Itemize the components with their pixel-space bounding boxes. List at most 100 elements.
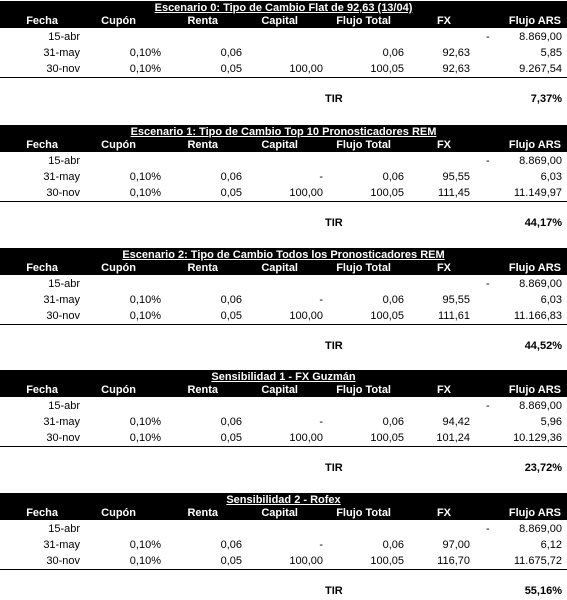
header-capital: Capital (261, 139, 298, 151)
header-renta: Renta (187, 262, 218, 274)
cell-flujo-ars: 6,03 (540, 171, 562, 183)
cell-flujo-ars: 10.129,36 (513, 432, 562, 444)
header-fx: FX (436, 507, 451, 519)
table-row: 31-may 0,10% 0,06 0,06 92,63 5,85 (0, 45, 567, 61)
cell-fx: 111,61 (437, 310, 470, 322)
cell-fx: 101,24 (436, 432, 470, 444)
table-row: 30-nov 0,10% 0,05 100,00 100,05 116,70 11.675,… (0, 553, 567, 570)
cell-cupon: 0,10% (129, 63, 161, 75)
header-cupon: Cupón (101, 262, 136, 274)
header-capital: Capital (261, 507, 298, 519)
cell-renta: 0,06 (220, 416, 242, 428)
header-fecha: Fecha (26, 15, 58, 27)
cell-cupon: 0,10% (129, 171, 161, 183)
tir-value: 7,37% (530, 93, 562, 105)
cell-fecha: 31-may (43, 294, 80, 306)
header-fecha: Fecha (26, 507, 58, 519)
scenario-title: Sensibilidad 1 - FX Guzmán (0, 370, 567, 384)
header-cupon: Cupón (101, 507, 136, 519)
cell-fecha: 30-nov (46, 555, 80, 567)
cell-fx: 111,45 (437, 187, 470, 199)
cell-flujo-ars: 8.869,00 (519, 400, 562, 412)
cell-renta: 0,05 (220, 310, 242, 322)
tir-label: TIR (325, 217, 343, 229)
header-flujo-ars: Flujo ARS (508, 262, 561, 274)
cell-renta: 0,06 (220, 171, 242, 183)
scenario-title: Sensibilidad 2 - Rofex (0, 493, 567, 507)
tir-row: TIR 55,16% (0, 583, 567, 599)
cell-flujo-total: 100,05 (370, 432, 404, 444)
cell-flujo-total: 0,06 (382, 294, 404, 306)
table-header: Fecha Cupón Renta Capital Flujo Total FX Flujo… (0, 262, 567, 275)
cell-flujo-ars: 6,03 (540, 294, 562, 306)
cell-dash: - (486, 400, 490, 412)
cell-flujo-total: 100,05 (370, 555, 404, 567)
cell-flujo-ars: 8.869,00 (519, 31, 562, 43)
cell-cupon: 0,10% (129, 310, 161, 322)
header-capital: Capital (261, 384, 298, 396)
cell-flujo-ars: 5,85 (540, 47, 562, 59)
tir-value: 44,52% (524, 340, 562, 352)
cell-flujo-total: 100,05 (370, 310, 404, 322)
header-fx: FX (436, 139, 451, 151)
cell-fecha: 30-nov (46, 432, 80, 444)
header-flujo-total: Flujo Total (336, 384, 391, 396)
table-header: Fecha Cupón Renta Capital Flujo Total FX Flujo… (0, 384, 567, 397)
header-cupon: Cupón (101, 15, 136, 27)
header-flujo-ars: Flujo ARS (508, 139, 561, 151)
table-row: 30-nov 0,10% 0,05 100,00 100,05 111,45 11.149,… (0, 185, 567, 202)
header-flujo-ars: Flujo ARS (508, 384, 561, 396)
cell-fx: 95,55 (442, 171, 470, 183)
header-cupon: Cupón (101, 139, 136, 151)
cell-flujo-ars: 11.166,83 (513, 310, 562, 322)
cell-flujo-ars: 8.869,00 (519, 523, 562, 535)
header-fx: FX (436, 384, 451, 396)
cell-fecha: 30-nov (46, 310, 80, 322)
header-flujo-total: Flujo Total (336, 507, 391, 519)
scenario-title: Escenario 0: Tipo de Cambio Flat de 92,6… (0, 1, 567, 15)
table-row: 31-may 0,10% 0,06 - 0,06 97,00 6,12 (0, 537, 567, 553)
cell-fecha: 31-may (43, 539, 80, 551)
header-renta: Renta (187, 384, 218, 396)
tir-row: TIR 7,37% (0, 91, 567, 107)
cell-fecha: 31-may (43, 47, 80, 59)
table-row: 15-abr 8.869,00 - (0, 276, 567, 292)
table-header: Fecha Cupón Renta Capital Flujo Total FX Flujo… (0, 15, 567, 28)
header-flujo-total: Flujo Total (336, 15, 391, 27)
cell-flujo-total: 0,06 (382, 171, 404, 183)
cell-dash: - (486, 278, 490, 290)
cell-capital: 100,00 (289, 555, 323, 567)
cell-capital: - (319, 416, 323, 428)
cell-cupon: 0,10% (129, 294, 161, 306)
tir-label: TIR (325, 340, 343, 352)
table-row: 30-nov 0,10% 0,05 100,00 100,05 111,61 11.166,… (0, 308, 567, 325)
scenario-title-text: Escenario 1: Tipo de Cambio Top 10 Prono… (130, 126, 437, 138)
header-capital: Capital (261, 15, 298, 27)
scenario-title-text: Sensibilidad 1 - FX Guzmán (211, 371, 356, 383)
header-fecha: Fecha (26, 262, 58, 274)
cell-capital: - (319, 171, 323, 183)
header-renta: Renta (187, 139, 218, 151)
cell-flujo-ars: 11.149,97 (513, 187, 562, 199)
cell-fx: 95,55 (442, 294, 470, 306)
cell-capital: 100,00 (289, 310, 323, 322)
table-row: 31-may 0,10% 0,06 - 0,06 94,42 5,96 (0, 414, 567, 430)
header-fecha: Fecha (26, 139, 58, 151)
header-cupon: Cupón (101, 384, 136, 396)
tir-label: TIR (325, 93, 343, 105)
cell-dash: - (486, 523, 490, 535)
tir-label: TIR (325, 585, 343, 597)
cell-cupon: 0,10% (129, 187, 161, 199)
cell-capital: 100,00 (289, 187, 323, 199)
cell-capital: 100,00 (289, 63, 323, 75)
scenario-title-text: Sensibilidad 2 - Rofex (226, 494, 341, 506)
cell-renta: 0,05 (220, 432, 242, 444)
cell-flujo-total: 0,06 (382, 47, 404, 59)
scenario-title: Escenario 1: Tipo de Cambio Top 10 Prono… (0, 125, 567, 139)
table-row: 30-nov 0,10% 0,05 100,00 100,05 92,63 9.267,54 (0, 61, 567, 78)
cell-renta: 0,06 (220, 294, 242, 306)
tir-row: TIR 44,52% (0, 338, 567, 354)
cell-renta: 0,05 (220, 187, 242, 199)
tir-label: TIR (325, 462, 343, 474)
table-row: 15-abr 8.869,00 - (0, 398, 567, 414)
